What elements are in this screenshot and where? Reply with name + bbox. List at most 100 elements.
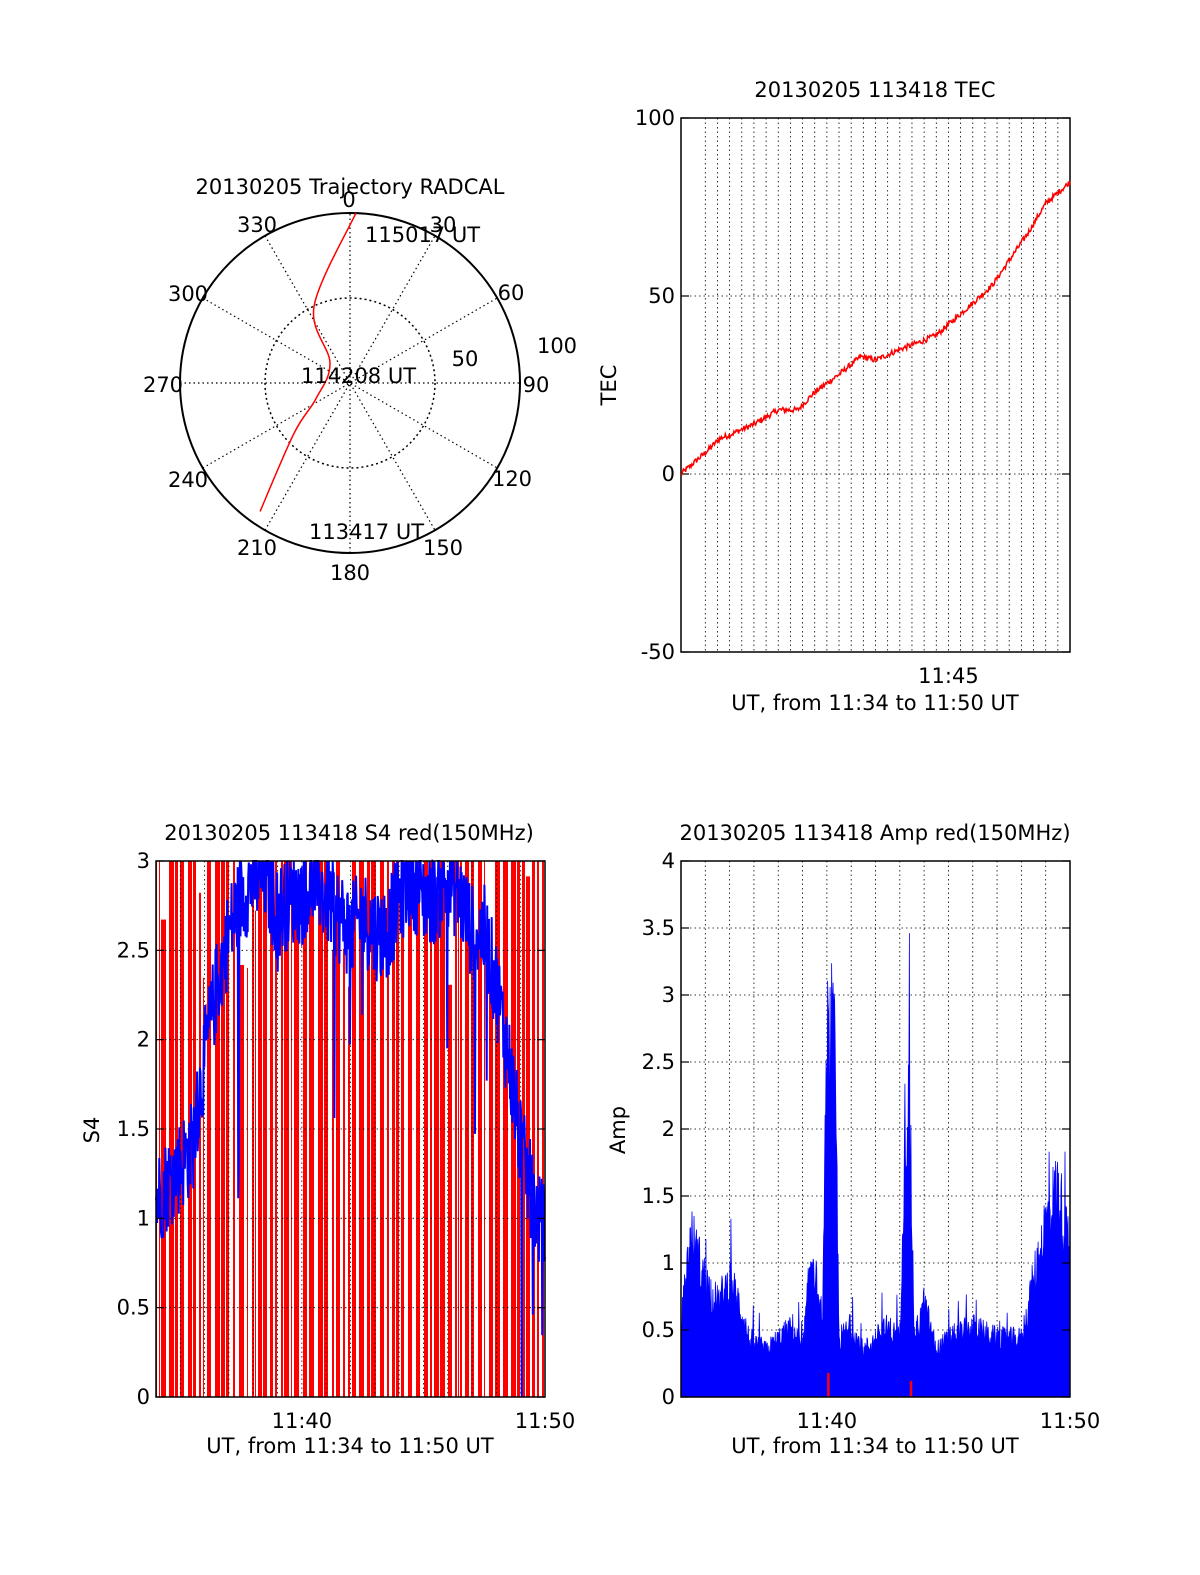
s4-red-bar-3	[169, 861, 174, 1397]
s4-red-bar-33	[343, 948, 345, 1397]
s4-red-bar-65	[532, 861, 535, 1397]
amp-series-area	[680, 933, 1071, 1398]
angle-label-60: 60	[498, 281, 525, 305]
s4-red-bar-49	[440, 861, 445, 1397]
s4-red-bar-34	[348, 986, 350, 1397]
polar-inner-circle	[264, 297, 436, 469]
s4-ytick-label-6: 3	[137, 849, 150, 873]
amp-ylabel: Amp	[606, 1106, 630, 1154]
amp-ytick-label-0: 0	[662, 1385, 675, 1409]
amp-red-spikes	[827, 1372, 913, 1397]
s4-red-bar-26	[294, 885, 299, 1397]
s4-ytick-label-4: 2	[137, 1028, 150, 1052]
amp-blue-fill	[680, 933, 1071, 1398]
s4-red-bar-30	[324, 861, 328, 1397]
s4-red-bar-5	[180, 861, 184, 1397]
tec-title: 20130205 113418 TEC	[754, 78, 995, 102]
amp-xlabel: UT, from 11:34 to 11:50 UT	[731, 1434, 1019, 1458]
tec-xlabel: UT, from 11:34 to 11:50 UT	[731, 691, 1019, 715]
s4-red-bar-61	[511, 861, 516, 1397]
radius-label-100: 100	[537, 334, 577, 358]
angle-label-330: 330	[237, 213, 277, 237]
s4-red-bar-50	[448, 984, 452, 1397]
s4-series-line	[155, 859, 546, 1398]
s4-red-bar-22	[275, 861, 277, 1397]
s4-red-bar-60	[503, 861, 508, 1397]
s4-ytick-label-5: 2.5	[117, 938, 150, 962]
s4-red-bar-42	[396, 861, 399, 1397]
tec-ytick-label-1: 0	[662, 462, 675, 486]
amp-ytick-label-2: 1	[662, 1251, 675, 1275]
angle-label-30: 30	[430, 213, 457, 237]
trajectory-line	[259, 212, 357, 512]
s4-red-bar-29	[318, 861, 323, 1397]
amp-red-spike-1	[909, 1380, 913, 1397]
s4-red-bar-36	[359, 861, 364, 1397]
s4-xtick-label-0: 11:40	[272, 1409, 333, 1433]
radius-label-50: 50	[452, 347, 479, 371]
s4-red-bar-59	[495, 861, 500, 1397]
s4-axes: 0 0.5 1 1.5 2 2.5 3 11:40 11:50	[117, 849, 576, 1433]
s4-red-bar-15	[239, 964, 244, 1397]
amp-ytick-label-8: 4	[662, 849, 675, 873]
s4-red-bar-44	[408, 861, 412, 1397]
s4-red-bar-9	[203, 977, 204, 1397]
tec-ylabel: TEC	[597, 365, 621, 407]
s4-panel: 20130205 113418 S4 red(150MHz) 0 0.5 1 1.5 2…	[80, 821, 575, 1458]
amp-red-spike-0	[827, 1372, 830, 1397]
amp-ytick-label-6: 3	[662, 983, 675, 1007]
trajectory-label-end: 115017 UT	[365, 223, 480, 247]
amp-xtick-label-0: 11:40	[797, 1409, 858, 1433]
s4-title: 20130205 113418 S4 red(150MHz)	[164, 821, 534, 845]
s4-red-bar-31	[332, 949, 334, 1397]
amp-title: 20130205 113418 Amp red(150MHz)	[679, 821, 1070, 845]
angle-label-120: 120	[492, 467, 532, 491]
tec-xtick-label-0: 11:45	[918, 664, 979, 688]
trajectory-label-start: 113417 UT	[309, 520, 424, 544]
tec-grid	[681, 118, 1070, 652]
angle-label-270: 270	[143, 373, 183, 397]
s4-ytick-label-0: 0	[137, 1385, 150, 1409]
angle-label-150: 150	[423, 536, 463, 560]
amp-ytick-label-3: 1.5	[642, 1184, 675, 1208]
s4-red-bar-16	[247, 967, 248, 1397]
tec-ytick-label-2: 50	[648, 284, 675, 308]
s4-xlabel: UT, from 11:34 to 11:50 UT	[206, 1434, 494, 1458]
trajectory-panel: 20130205 Trajectory RADCAL 0 30 60 90 12…	[143, 175, 577, 585]
s4-ytick-label-2: 1	[137, 1206, 150, 1230]
angle-label-0: 0	[342, 188, 355, 212]
tec-axes: -50 0 50 100 11:45	[635, 106, 1070, 688]
s4-red-bar-40	[387, 861, 389, 1397]
s4-red-bar-64	[526, 876, 530, 1397]
tec-plot-frame	[680, 117, 1071, 653]
s4-red-bar-4	[175, 861, 178, 1397]
s4-red-bar-2	[161, 919, 166, 1397]
angle-label-180: 180	[330, 561, 370, 585]
s4-red-bar-11	[215, 861, 220, 1397]
s4-red-bar-32	[336, 861, 340, 1397]
amp-ytick-label-5: 2.5	[642, 1050, 675, 1074]
amp-panel: 20130205 113418 Amp red(150MHz) 0 0.5 1 1.5…	[606, 821, 1100, 1458]
amp-ytick-label-7: 3.5	[642, 916, 675, 940]
tec-series-line	[680, 181, 1071, 476]
s4-red-bar-8	[199, 892, 201, 1397]
tec-ytick-label-3: 100	[635, 106, 675, 130]
angle-label-300: 300	[168, 282, 208, 306]
amp-axes: 0 0.5 1 1.5 2 2.5 3 3.5 4 11:40 11:50	[642, 849, 1101, 1433]
tec-panel: 20130205 113418 TEC -50 0 50 100 11:45 TEC U…	[597, 78, 1071, 715]
s4-ytick-label-3: 1.5	[117, 1117, 150, 1141]
angle-label-240: 240	[168, 468, 208, 492]
amp-xtick-label-1: 11:50	[1040, 1409, 1101, 1433]
s4-red-bar-48	[434, 893, 439, 1397]
s4-red-bar-58	[489, 978, 493, 1397]
s4-red-bar-28	[309, 862, 314, 1397]
angle-label-90: 90	[523, 373, 550, 397]
s4-red-bar-53	[460, 861, 462, 1397]
s4-red-bar-13	[226, 861, 229, 1397]
s4-red-bar-43	[401, 861, 404, 1397]
s4-ylabel: S4	[80, 1117, 104, 1144]
trajectory-title: 20130205 Trajectory RADCAL	[196, 175, 505, 199]
s4-red-bar-51	[455, 861, 457, 1397]
amp-ytick-label-4: 2	[662, 1117, 675, 1141]
